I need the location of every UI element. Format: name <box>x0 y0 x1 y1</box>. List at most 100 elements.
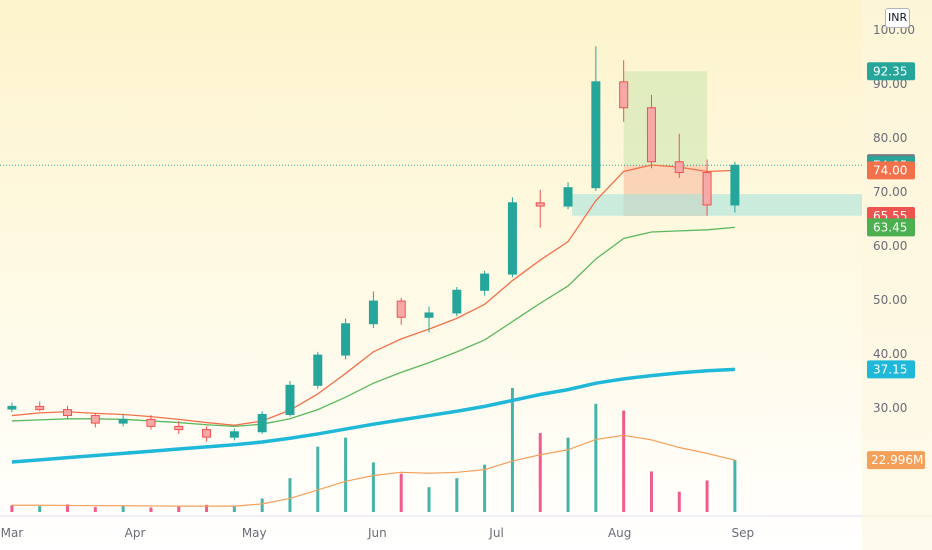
candle-body <box>591 81 601 189</box>
candles <box>7 46 740 442</box>
y-tick-label: 70.00 <box>873 185 907 199</box>
candle <box>646 94 656 169</box>
price-tag-label: 74.00 <box>873 163 907 177</box>
x-tick-label: Aug <box>608 526 631 540</box>
candle <box>368 291 378 329</box>
candle-body <box>174 425 184 431</box>
candle-body <box>507 202 517 275</box>
currency-badge[interactable]: INR <box>885 8 911 28</box>
volume-bar <box>316 446 320 512</box>
price-tags: 92.3575.3574.9574.0065.5563.4537.1522.99… <box>867 62 925 470</box>
support-zone <box>572 194 862 216</box>
candle <box>619 60 629 122</box>
volume-bar <box>371 462 375 512</box>
candle <box>563 182 573 210</box>
candle <box>229 428 239 441</box>
candle <box>313 351 323 389</box>
price-tag: 37.15 <box>867 360 915 379</box>
candle-body <box>229 431 239 438</box>
volume-bar <box>538 433 542 512</box>
volume-bar <box>733 460 737 512</box>
price-tag: 74.00 <box>867 161 915 180</box>
candle <box>452 287 462 317</box>
volume-bar <box>177 506 181 512</box>
candle-body <box>452 289 462 314</box>
x-tick-label: Jun <box>367 526 387 540</box>
candle-body <box>730 164 740 206</box>
volume-bar <box>344 437 348 512</box>
price-tag: 63.45 <box>867 218 915 237</box>
volume-bar <box>149 507 153 512</box>
candle <box>396 297 406 325</box>
candle-body <box>341 323 351 356</box>
volume-bar <box>205 504 209 512</box>
y-tick-label: 30.00 <box>873 401 907 415</box>
candle-body <box>285 384 295 415</box>
candle-body <box>674 161 684 174</box>
volume-bar <box>10 505 14 512</box>
candle-body <box>146 418 156 427</box>
volume-bar <box>510 388 514 512</box>
candle-body <box>563 187 573 207</box>
price-tag-box <box>867 360 915 379</box>
candle <box>63 405 73 419</box>
candle-body <box>35 405 45 411</box>
candle <box>118 414 128 427</box>
price-tag-label: 92.35 <box>873 64 907 78</box>
volume-bar <box>705 480 709 512</box>
x-tick-label: Apr <box>125 526 146 540</box>
candle <box>7 402 17 413</box>
volume-bars <box>10 388 737 512</box>
candle-body <box>118 418 128 424</box>
candle <box>702 159 712 216</box>
volume-bar <box>260 498 264 512</box>
candle-body <box>424 312 434 318</box>
candle <box>674 133 684 178</box>
volume-bar <box>483 464 487 512</box>
price-tag-box <box>867 62 915 81</box>
candle-body <box>257 413 267 433</box>
volume-bar <box>649 471 653 512</box>
candle <box>174 420 184 434</box>
candle <box>591 46 601 191</box>
price-tag-box <box>867 161 915 180</box>
candle <box>257 411 267 434</box>
candle-body <box>702 172 712 206</box>
volume-bar <box>66 504 70 512</box>
volume-bar <box>566 437 570 512</box>
volume-bar <box>121 505 125 512</box>
moving-averages <box>11 164 735 464</box>
candle <box>424 306 434 333</box>
volume-bar <box>455 478 459 512</box>
time-axis[interactable]: Mar Apr May Jun Jul Aug Sep <box>1 526 755 540</box>
candle <box>35 401 45 412</box>
volume-bar <box>93 507 97 512</box>
price-tag-label: 37.15 <box>873 362 907 376</box>
x-tick-label: Mar <box>1 526 24 540</box>
candle-body <box>535 202 545 207</box>
candle <box>480 270 490 296</box>
x-tick-label: Sep <box>732 526 755 540</box>
y-tick-label: 60.00 <box>873 239 907 253</box>
candle-body <box>646 107 656 163</box>
volume-tag-box <box>867 451 925 470</box>
candle-body <box>396 300 406 318</box>
volume-bar <box>622 410 626 512</box>
x-tick-label: Jul <box>488 526 503 540</box>
volume-bar <box>38 506 42 512</box>
candle-body <box>480 273 490 291</box>
volume-bar <box>677 491 681 512</box>
price-tag: 92.35 <box>867 62 915 81</box>
candle <box>341 318 351 360</box>
volume-bar <box>288 478 292 512</box>
candle-body <box>7 405 17 410</box>
candle <box>202 426 212 442</box>
candle-body <box>63 409 73 417</box>
candle-body <box>90 415 100 424</box>
candle <box>535 189 545 228</box>
candle <box>90 413 100 428</box>
volume-bar <box>594 403 598 512</box>
candle <box>507 197 517 278</box>
candle-body <box>619 81 629 109</box>
